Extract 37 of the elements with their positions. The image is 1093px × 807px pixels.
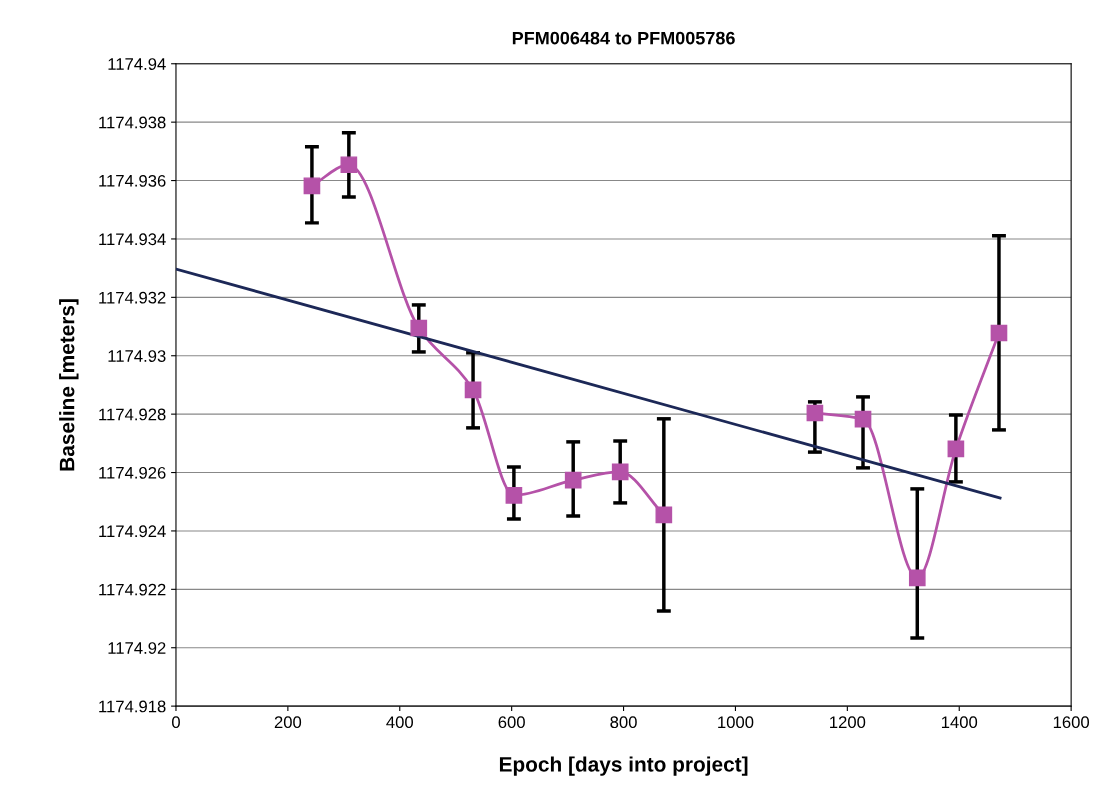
y-tick-label: 1174.918 xyxy=(99,700,166,713)
y-tick-label: 1174.934 xyxy=(99,233,166,246)
point xyxy=(990,324,1008,342)
y-tick-label: 1174.94 xyxy=(108,58,166,70)
y-tick-label: 1174.932 xyxy=(99,291,166,304)
chart-title: PFM006484 to PFM005786 xyxy=(512,31,735,45)
point xyxy=(564,471,582,489)
point xyxy=(464,381,482,399)
x-tick-label: 0 xyxy=(171,716,180,729)
point xyxy=(806,404,824,422)
y-tick-label: 1174.926 xyxy=(99,466,166,479)
x-tick-label: 400 xyxy=(386,716,414,729)
point xyxy=(854,410,872,428)
point xyxy=(908,569,926,587)
y-tick-label: 1174.938 xyxy=(99,116,166,129)
point xyxy=(505,486,523,504)
point xyxy=(611,463,629,481)
x-axis-title: Epoch [days into project] xyxy=(499,756,748,776)
x-tick-label: 600 xyxy=(498,716,525,729)
point xyxy=(340,156,358,174)
point xyxy=(655,506,673,524)
y-tick-label: 1174.928 xyxy=(99,408,166,421)
point xyxy=(410,319,428,337)
x-tick-label: 200 xyxy=(274,716,302,729)
y-tick-label: 1174.92 xyxy=(108,642,166,654)
x-tick-label: 1200 xyxy=(830,716,866,729)
y-tick-label: 1174.936 xyxy=(99,174,166,187)
x-tick-label: 1600 xyxy=(1053,716,1090,729)
point xyxy=(947,440,965,458)
y-tick-label: 1174.93 xyxy=(108,350,166,362)
x-tick-label: 1000 xyxy=(718,716,754,729)
point xyxy=(303,177,321,195)
y-axis-title: Baseline [meters] xyxy=(59,299,79,471)
y-tick-label: 1174.924 xyxy=(99,525,166,538)
x-tick-label: 800 xyxy=(610,716,637,729)
y-tick-label: 1174.922 xyxy=(99,583,166,596)
x-tick-label: 1400 xyxy=(941,716,978,729)
